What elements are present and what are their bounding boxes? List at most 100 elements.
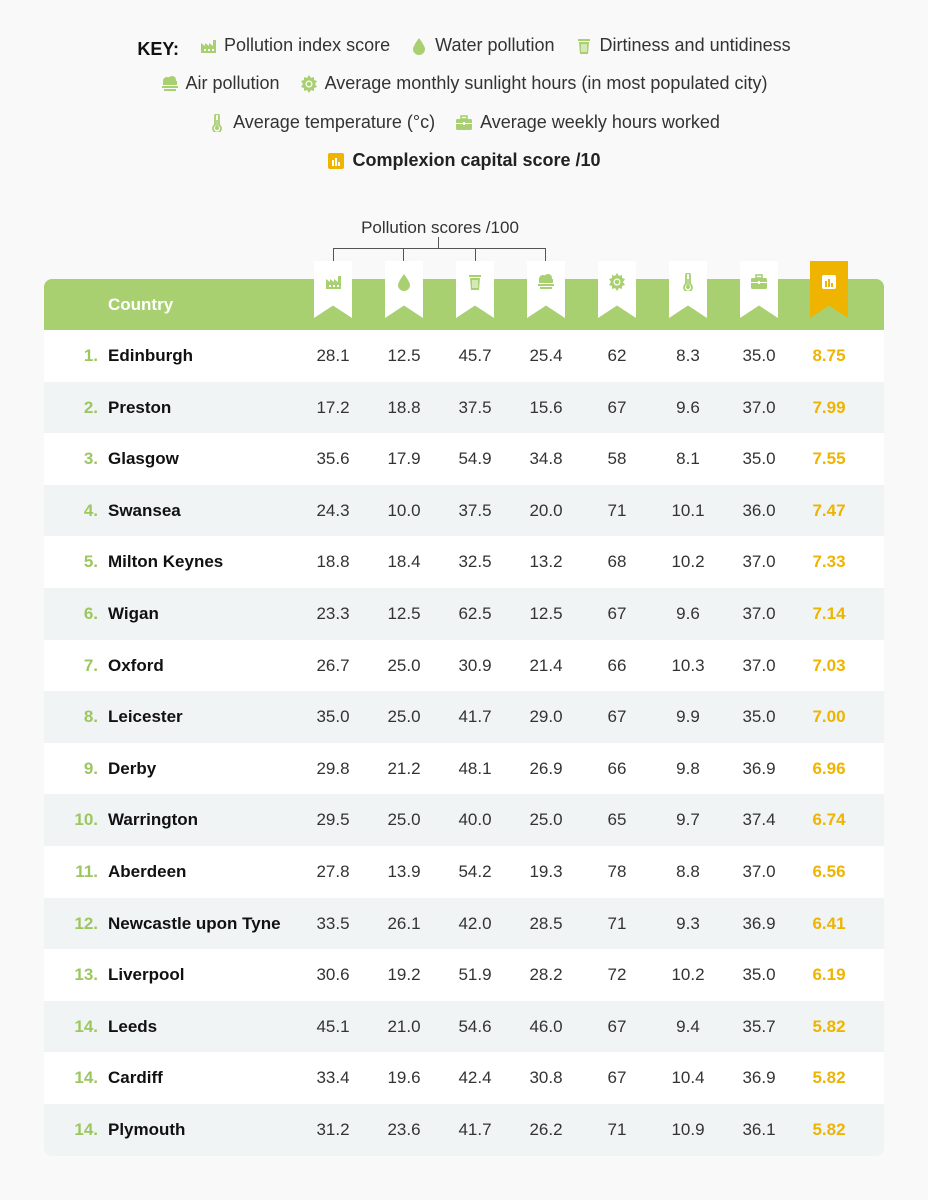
cell-value: 67 — [607, 1016, 627, 1036]
cell-value: 17.2 — [316, 397, 350, 417]
column-header-trash — [456, 261, 494, 318]
column-header-briefcase — [740, 261, 778, 318]
cell-value: 37.5 — [458, 397, 492, 417]
factory-icon — [326, 276, 341, 289]
column-header-water-drop — [385, 261, 423, 318]
table-row: 4. Swansea 24.3 10.0 37.5 20.0 71 10.1 36.0 7.47 — [44, 484, 884, 537]
cell-value: 62 — [607, 346, 627, 365]
key-item-label: Average temperature (°c) — [233, 112, 436, 132]
cell-value: 31.2 — [316, 1119, 350, 1139]
cell-value: 8.1 — [676, 449, 700, 469]
cell-value: 34.8 — [529, 449, 563, 469]
cell-value: 9.6 — [676, 397, 700, 417]
cell-value: 71 — [607, 913, 627, 933]
cell-value: 13.2 — [529, 552, 563, 572]
table-row: 2. Preston 17.2 18.8 37.5 15.6 67 9.6 37.0 7.99 — [44, 381, 884, 434]
cell-value: 42.0 — [458, 913, 492, 933]
cell-value: 25.4 — [529, 346, 563, 365]
cell-value: 10.0 — [387, 500, 421, 520]
cell-value: 35.0 — [316, 707, 350, 727]
cell-value: 36.9 — [742, 913, 776, 933]
city-name: Leeds — [108, 1016, 158, 1036]
table-row: 9. Derby 29.8 21.2 48.1 26.9 66 9.8 36.9 6.96 — [44, 742, 884, 795]
briefcase-icon — [456, 114, 473, 130]
cell-value: 37.0 — [742, 861, 776, 881]
key-line-3: Average temperature (°c) Average weekly h… — [0, 112, 928, 137]
cell-value: 33.4 — [316, 1068, 350, 1088]
cell-value: 51.9 — [458, 965, 492, 985]
column-header-smog — [527, 261, 565, 318]
thermometer-icon — [212, 113, 222, 132]
cell-value: 40.0 — [458, 810, 492, 830]
cell-value: 35.0 — [742, 346, 776, 365]
rank: 13. — [74, 965, 98, 985]
table-row: 10. Warrington 29.5 25.0 40.0 25.0 65 9.7 37.4 6.… — [44, 794, 884, 846]
city-name: Oxford — [108, 655, 164, 675]
rank: 14. — [74, 1119, 98, 1139]
cell-value: 28.5 — [529, 913, 563, 933]
cell-value: 28.1 — [316, 346, 350, 365]
cell-value: 10.1 — [671, 500, 705, 520]
complexion-score: 7.55 — [812, 449, 846, 469]
cell-value: 9.8 — [676, 758, 700, 778]
sun-icon — [300, 74, 317, 93]
cell-value: 18.8 — [316, 552, 350, 572]
cell-value: 23.6 — [387, 1119, 421, 1139]
cell-value: 26.7 — [316, 655, 350, 675]
table-row: 14. Cardiff 33.4 19.6 42.4 30.8 67 10.4 36.9 5.82 — [44, 1052, 884, 1104]
cell-value: 48.1 — [458, 758, 492, 778]
table-row: 14. Plymouth 31.2 23.6 41.7 26.2 71 10.9 36.1 5.8… — [44, 1103, 884, 1156]
sun-icon — [609, 273, 625, 291]
cell-value: 24.3 — [316, 500, 350, 520]
rank: 6. — [83, 603, 98, 623]
table-row: 12. Newcastle upon Tyne 33.5 26.1 42.0 28.5 71… — [44, 897, 884, 950]
cell-value: 25.0 — [387, 707, 421, 727]
column-header-factory — [314, 261, 352, 318]
rank: 10. — [74, 810, 98, 830]
complexion-score: 6.41 — [812, 913, 846, 933]
column-header-thermometer — [669, 261, 707, 318]
city-name: Aberdeen — [108, 861, 187, 881]
cell-value: 27.8 — [316, 861, 350, 881]
cell-value: 36.1 — [742, 1119, 776, 1139]
cell-value: 18.4 — [387, 552, 421, 572]
cell-value: 36.0 — [742, 500, 776, 520]
complexion-score: 6.19 — [812, 965, 846, 985]
complexion-score: 7.47 — [812, 500, 846, 520]
cell-value: 26.9 — [529, 758, 563, 778]
cell-value: 35.0 — [742, 449, 776, 469]
cell-value: 41.7 — [458, 1119, 492, 1139]
cell-value: 18.8 — [387, 397, 421, 417]
chart-icon — [328, 152, 345, 169]
city-name: Glasgow — [108, 449, 179, 469]
cell-value: 67 — [607, 1068, 627, 1088]
rank: 8. — [83, 707, 98, 727]
key-title: KEY: — [137, 38, 180, 59]
column-header-sun — [598, 261, 636, 318]
cell-value: 26.1 — [387, 913, 421, 933]
cell-value: 33.5 — [316, 913, 350, 933]
table-row: 7. Oxford 26.7 25.0 30.9 21.4 66 10.3 37.0 7.03 — [44, 639, 884, 692]
complexion-score: 5.82 — [812, 1119, 846, 1139]
cell-value: 10.2 — [671, 965, 705, 985]
complexion-score: 7.00 — [812, 707, 846, 727]
cell-value: 37.0 — [742, 655, 776, 675]
complexion-score: 7.99 — [812, 397, 846, 417]
complexion-score: 6.56 — [812, 861, 846, 881]
cell-value: 10.2 — [671, 552, 705, 572]
key-item: Average monthly sunlight hours (in most … — [300, 73, 767, 94]
key-item-label: Average weekly hours worked — [480, 112, 720, 132]
key-item: Water pollution — [410, 35, 555, 56]
cell-value: 8.8 — [676, 861, 700, 881]
table-row: 5. Milton Keynes 18.8 18.4 32.5 13.2 68 10.2 37.… — [44, 536, 884, 588]
cell-value: 36.9 — [742, 1068, 776, 1088]
cell-value: 23.3 — [316, 603, 350, 623]
cell-value: 21.2 — [387, 758, 421, 778]
cell-value: 25.0 — [387, 655, 421, 675]
cell-value: 54.2 — [458, 861, 492, 881]
table-row: 11. Aberdeen 27.8 13.9 54.2 19.3 78 8.8 37.0 6.56 — [44, 845, 884, 898]
chart-icon — [822, 275, 836, 289]
city-name: Preston — [108, 397, 172, 417]
cell-value: 37.0 — [742, 603, 776, 623]
city-name: Plymouth — [108, 1119, 186, 1139]
